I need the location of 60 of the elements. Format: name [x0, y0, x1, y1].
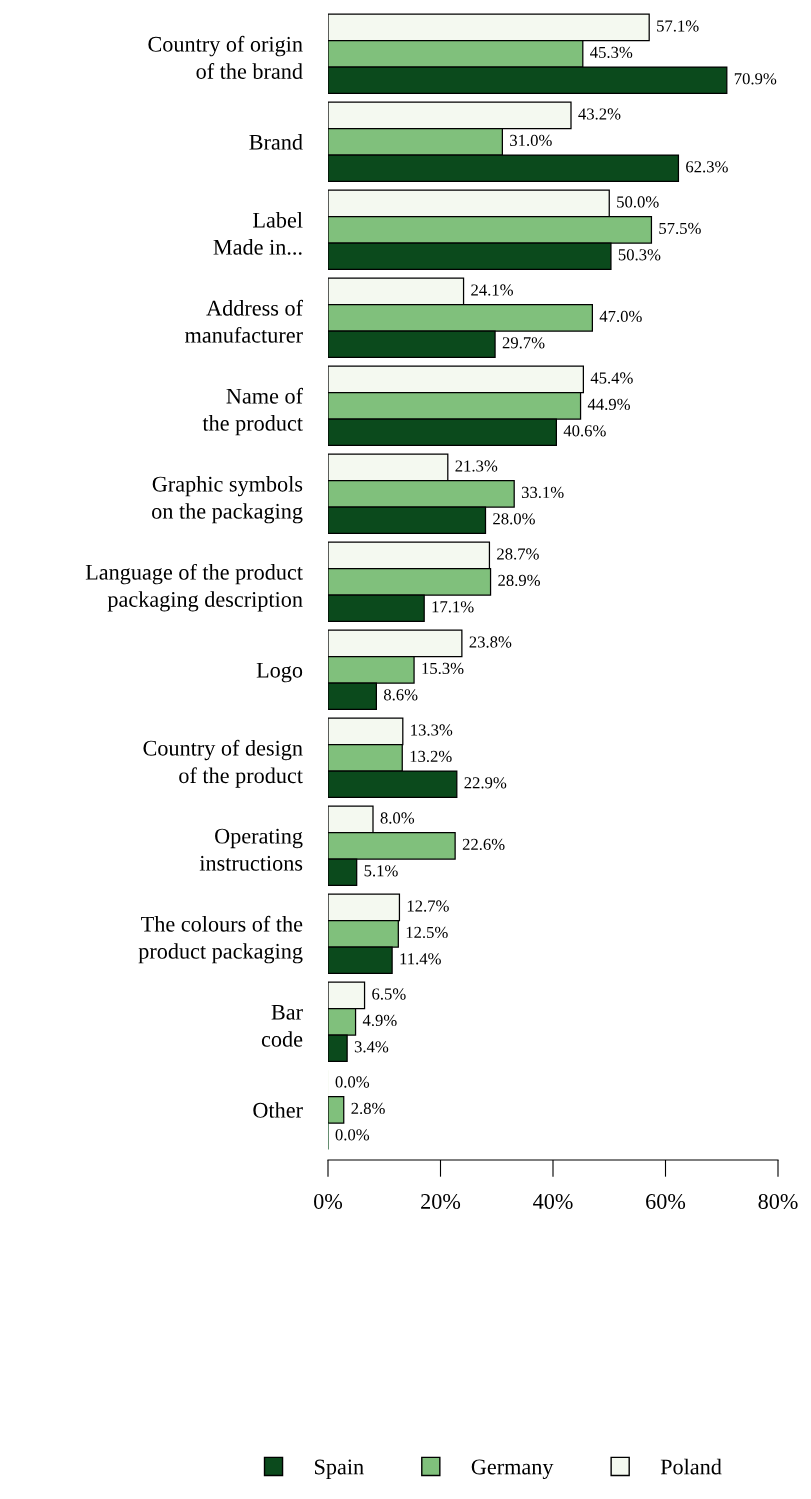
- data-label: 15.3%: [422, 662, 464, 675]
- data-label: 62.3%: [686, 161, 728, 173]
- y-tick-label: Country of origin of the brand: [148, 35, 303, 79]
- data-label: 5.1%: [364, 865, 398, 877]
- data-label: 8.6%: [383, 689, 418, 701]
- data-label: 13.3%: [411, 724, 453, 736]
- data-label: 22.6%: [462, 838, 505, 851]
- y-tick-label: Address of manufacturer: [185, 299, 303, 343]
- data-label: 21.3%: [455, 460, 498, 472]
- y-tick-label: Graphic symbols on the packaging: [152, 476, 303, 524]
- data-label: 4.9%: [362, 1014, 397, 1027]
- x-tick-label: 60%: [646, 1193, 686, 1210]
- data-label: 6.5%: [372, 988, 406, 1000]
- data-label: 17.1%: [432, 601, 474, 613]
- data-label: 12.5%: [406, 926, 448, 939]
- y-tick-label: Other: [253, 1102, 303, 1118]
- data-label: 45.3%: [590, 46, 633, 59]
- data-label: 57.1%: [657, 20, 699, 32]
- data-label: 57.5%: [659, 222, 701, 235]
- data-label: 50.3%: [618, 249, 661, 261]
- data-label: 29.7%: [502, 337, 545, 349]
- data-label: 28.9%: [498, 574, 540, 587]
- data-label: 44.9%: [587, 398, 630, 411]
- data-label: 40.6%: [563, 425, 606, 437]
- data-label: 8.0%: [380, 812, 415, 824]
- legend-label: Spain: [315, 1459, 364, 1479]
- x-tick-label: 80%: [758, 1193, 798, 1210]
- legend-label: Germany: [471, 1459, 554, 1479]
- data-label: 13.2%: [410, 750, 452, 763]
- data-label: 33.1%: [521, 486, 564, 499]
- y-tick-label: Brand: [249, 134, 303, 150]
- y-tick-label: The colours of the product packaging: [138, 915, 303, 964]
- legend-label: Poland: [660, 1458, 722, 1475]
- y-tick-label: Language of the product packaging description: [85, 563, 303, 612]
- y-tick-label: Logo: [256, 662, 303, 683]
- y-tick-label: Name of the product: [202, 387, 303, 436]
- data-label: 28.7%: [497, 548, 539, 560]
- data-label: 43.2%: [578, 108, 621, 120]
- data-label: 23.8%: [469, 636, 512, 648]
- data-label: 11.4%: [400, 953, 441, 965]
- x-tick-label: 40%: [533, 1193, 573, 1210]
- y-tick-label: Country of design of the product: [143, 739, 303, 788]
- x-tick-label: 0%: [314, 1193, 343, 1210]
- data-label: 0.0%: [335, 1076, 370, 1088]
- data-label: 2.8%: [351, 1102, 385, 1115]
- data-label: 31.0%: [510, 134, 552, 147]
- y-tick-label: Operating instructions: [199, 828, 303, 871]
- y-tick-label: Label Made in...: [213, 212, 303, 255]
- y-tick-label: Bar code: [261, 1004, 303, 1047]
- data-label: 12.7%: [407, 900, 449, 912]
- x-tick-label: 20%: [421, 1193, 461, 1210]
- data-label: 0.0%: [335, 1129, 370, 1141]
- data-label: 47.0%: [599, 310, 642, 323]
- data-label: 22.9%: [464, 777, 507, 789]
- data-label: 24.1%: [471, 284, 513, 296]
- data-label: 28.0%: [493, 513, 535, 525]
- data-label: 3.4%: [354, 1041, 389, 1053]
- data-label: 70.9%: [734, 73, 777, 85]
- data-label: 50.0%: [617, 196, 659, 208]
- data-label: 45.4%: [590, 372, 633, 384]
